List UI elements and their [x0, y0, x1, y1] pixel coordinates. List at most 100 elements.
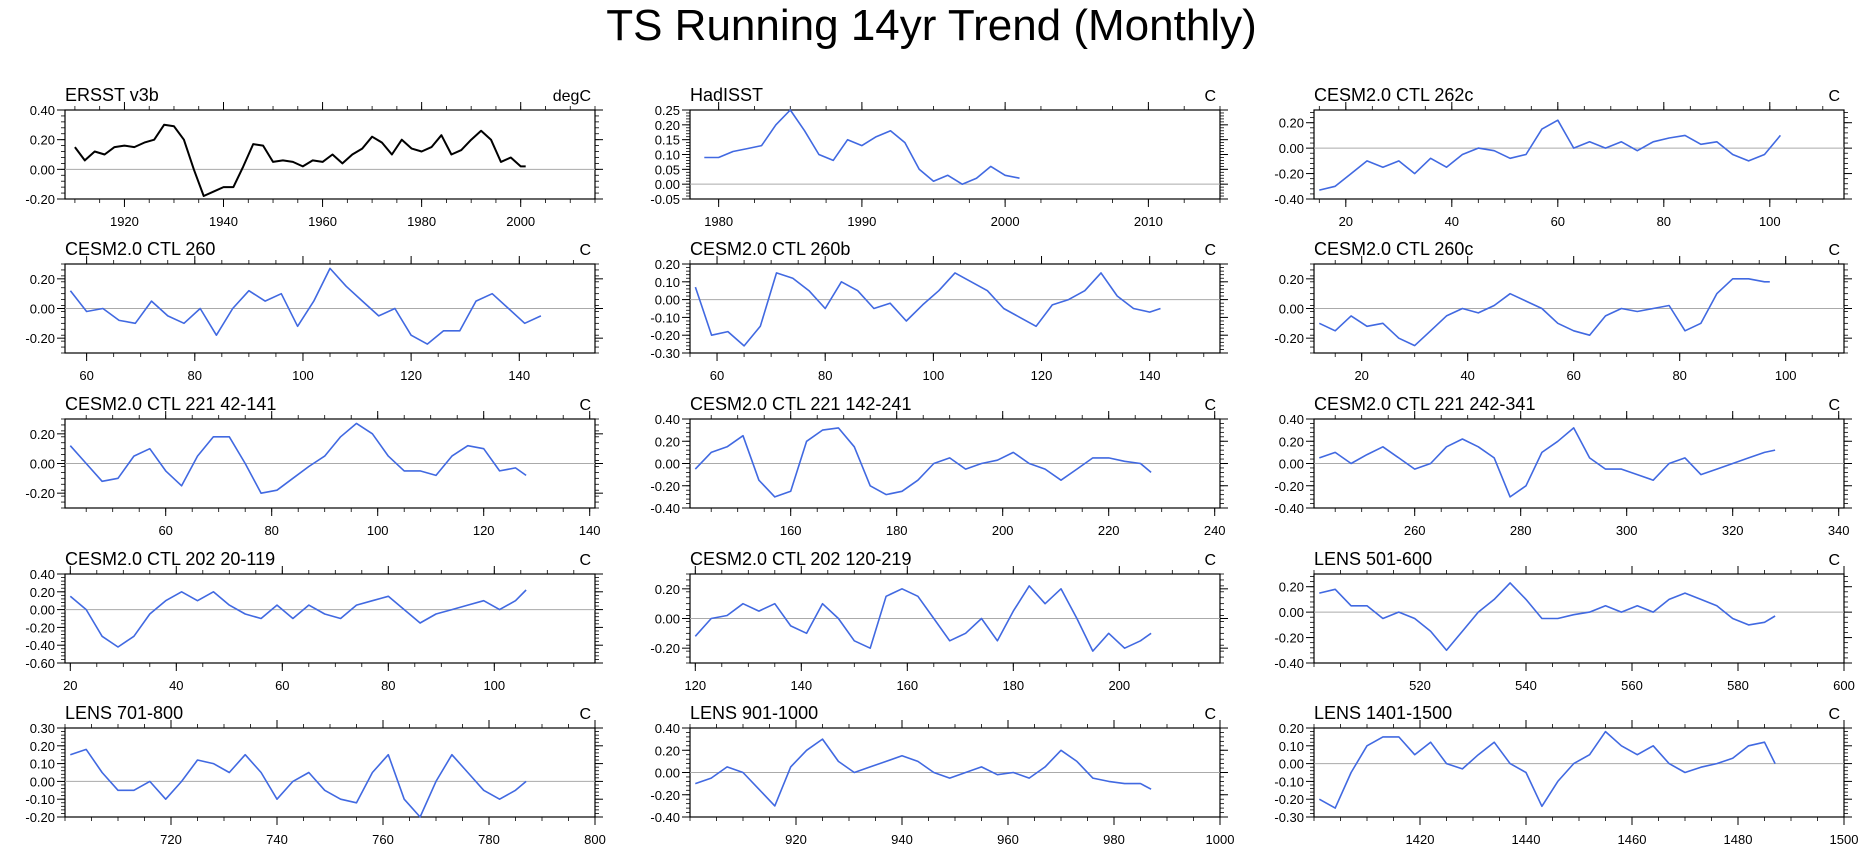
x-tick-label: 260: [1404, 523, 1426, 538]
x-tick-label: 1460: [1618, 832, 1647, 847]
x-tick-label: 2010: [1134, 214, 1163, 229]
y-tick-label: -0.40: [25, 638, 55, 653]
panel-title: CESM2.0 CTL 221 242-341: [1314, 394, 1535, 414]
chart-panel: -0.40 -0.20 0.00 0.20 520 540 560 580 600 LENS 50…: [1274, 549, 1854, 693]
y-tick-label: -0.40: [650, 810, 680, 825]
series-line: [74, 123, 526, 197]
y-tick-label: -0.20: [1274, 331, 1304, 346]
y-tick-label: -0.20: [650, 788, 680, 803]
plot-frame: [64, 727, 596, 818]
x-tick-label: 760: [372, 832, 394, 847]
y-tick-label: 0.00: [655, 612, 680, 627]
y-tick-label: -0.60: [25, 656, 55, 671]
y-tick-label: -0.20: [25, 331, 55, 346]
y-tick-label: 0.20: [30, 272, 55, 287]
y-tick-label: 0.00: [1279, 457, 1304, 472]
x-tick-label: 20: [63, 678, 77, 693]
series-line: [69, 589, 527, 648]
chart-panel: -0.40 -0.20 0.00 0.20 0.40 160 180 200 220 240 CES…: [650, 394, 1228, 538]
y-tick-label: 0.40: [1279, 412, 1304, 427]
x-tick-label: 1420: [1406, 832, 1435, 847]
y-tick-label: -0.10: [1274, 774, 1304, 789]
x-tick-label: 80: [1672, 368, 1686, 383]
y-tick-label: 0.20: [655, 743, 680, 758]
x-tick-label: 240: [1204, 523, 1226, 538]
y-tick-label: 0.20: [1279, 272, 1304, 287]
chart-panel: -0.40 -0.20 0.00 0.20 0.40 920 940 960 980 1000 LE…: [650, 703, 1234, 847]
panel-title: CESM2.0 CTL 260c: [1314, 239, 1473, 259]
x-tick-label: 2000: [991, 214, 1020, 229]
x-tick-label: 320: [1722, 523, 1744, 538]
x-tick-label: 200: [1108, 678, 1130, 693]
panel-units: C: [579, 552, 591, 569]
x-tick-label: 1440: [1512, 832, 1541, 847]
y-tick-label: 0.20: [1279, 116, 1304, 131]
series-line: [1319, 582, 1776, 652]
series-line: [694, 585, 1152, 652]
x-tick-label: 40: [169, 678, 183, 693]
chart-panel: -0.20 0.00 0.20 60 80 100 120 140 CESM2.0 CTL 26…: [25, 239, 603, 383]
x-tick-label: 1980: [704, 214, 733, 229]
y-tick-label: -0.20: [650, 328, 680, 343]
y-tick-label: -0.30: [650, 346, 680, 361]
x-tick-label: 980: [1103, 832, 1125, 847]
panel-units: C: [1204, 706, 1216, 723]
y-tick-label: 0.20: [1279, 721, 1304, 736]
x-tick-label: 140: [790, 678, 812, 693]
series-line: [695, 738, 1152, 807]
y-tick-label: 0.40: [30, 103, 55, 118]
plot-frame: [64, 109, 596, 200]
panel-units: C: [1828, 552, 1840, 569]
y-tick-label: -0.20: [1274, 631, 1304, 646]
y-tick-label: 0.00: [30, 457, 55, 472]
x-tick-label: 520: [1409, 678, 1431, 693]
chart-panel: -0.20 -0.10 0.00 0.10 0.20 0.30 720 740 760 780 80…: [25, 703, 605, 847]
x-tick-label: 60: [158, 523, 172, 538]
y-tick-label: 0.20: [1279, 580, 1304, 595]
x-tick-label: 60: [275, 678, 289, 693]
y-tick-label: 0.00: [1279, 141, 1304, 156]
x-tick-label: 920: [785, 832, 807, 847]
x-tick-label: 40: [1445, 214, 1459, 229]
plot-frame: [689, 263, 1221, 354]
series-line: [1319, 119, 1782, 191]
series-line: [69, 422, 527, 495]
x-tick-label: 740: [266, 832, 288, 847]
x-tick-label: 60: [79, 368, 93, 383]
series-line: [1319, 427, 1776, 498]
x-tick-label: 120: [1031, 368, 1053, 383]
series-line: [704, 109, 1020, 185]
y-tick-label: -0.40: [650, 501, 680, 516]
y-tick-label: 0.40: [655, 721, 680, 736]
x-tick-label: 140: [1139, 368, 1161, 383]
panel-title: LENS 1401-1500: [1314, 703, 1452, 723]
x-tick-label: 60: [1551, 214, 1565, 229]
x-tick-label: 780: [478, 832, 500, 847]
plot-frame: [64, 573, 596, 664]
series-line: [694, 272, 1161, 347]
x-tick-label: 60: [1566, 368, 1580, 383]
series-line: [1318, 730, 1776, 809]
panel-title: CESM2.0 CTL 262c: [1314, 85, 1473, 105]
x-tick-label: 1480: [1724, 832, 1753, 847]
y-tick-label: 0.10: [30, 757, 55, 772]
x-tick-label: 140: [508, 368, 530, 383]
x-tick-label: 1920: [110, 214, 139, 229]
panel-title: CESM2.0 CTL 260: [65, 239, 215, 259]
x-tick-label: 100: [367, 523, 389, 538]
y-tick-label: 0.00: [30, 302, 55, 317]
x-tick-label: 80: [1657, 214, 1671, 229]
x-tick-label: 20: [1339, 214, 1353, 229]
y-tick-label: 0.00: [30, 603, 55, 618]
x-tick-label: 100: [1775, 368, 1797, 383]
x-tick-label: 100: [292, 368, 314, 383]
chart-panel: -0.30 -0.20 -0.10 0.00 0.10 0.20 1420 1440 1460 1…: [1274, 703, 1858, 847]
y-tick-label: 0.40: [655, 412, 680, 427]
x-tick-label: 80: [381, 678, 395, 693]
panel-title: LENS 901-1000: [690, 703, 818, 723]
x-tick-label: 560: [1621, 678, 1643, 693]
y-tick-label: 0.00: [30, 162, 55, 177]
x-tick-label: 340: [1828, 523, 1850, 538]
y-tick-label: 0.20: [1279, 434, 1304, 449]
